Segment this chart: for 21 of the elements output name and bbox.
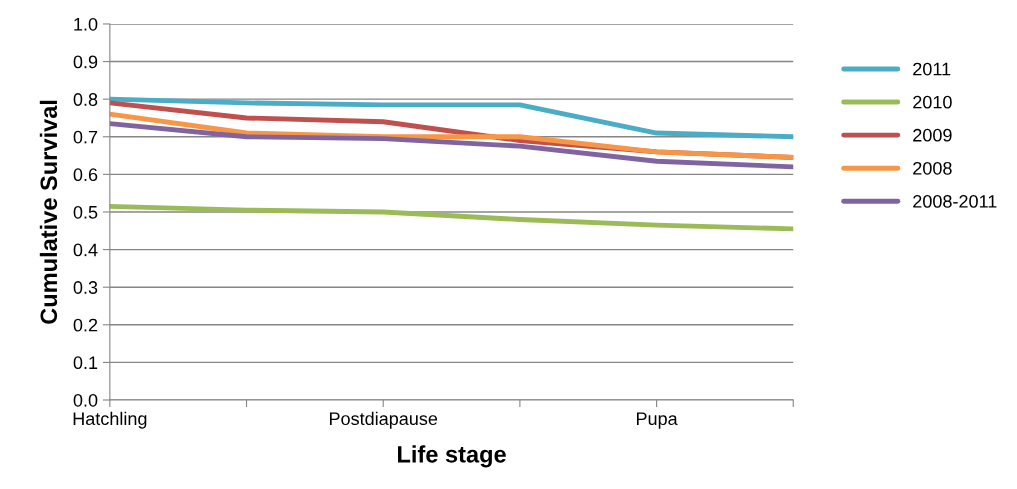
x-axis-title: Life stage: [398, 445, 506, 468]
y-tick-label: 0.0: [73, 393, 98, 407]
y-axis-title: Cumulative Survival: [39, 100, 58, 324]
legend-label: 2008-2011: [913, 195, 997, 208]
x-tick-label: Hatchling: [73, 411, 147, 429]
y-tick-label: 0.2: [73, 318, 98, 332]
y-tick-label: 0.4: [73, 243, 98, 257]
legend-label: 2010: [913, 95, 952, 109]
y-tick-label: 1.0: [74, 17, 98, 31]
y-tick-label: 0.5: [73, 205, 98, 219]
y-tick-label: 0.7: [73, 130, 98, 144]
y-tick-label: 0.6: [73, 168, 98, 182]
y-tick-label: 0.9: [73, 55, 98, 69]
legend-label: 2009: [913, 128, 952, 142]
legend-label: 2011: [913, 62, 951, 76]
x-tick-label: Pupa: [636, 412, 678, 429]
y-tick-label: 0.3: [73, 281, 98, 294]
legend-label: 2008: [913, 161, 952, 175]
x-tick-label: Postdiapause: [329, 411, 438, 429]
y-tick-label: 0.8: [73, 93, 98, 106]
y-tick-label: 0.1: [73, 356, 98, 370]
